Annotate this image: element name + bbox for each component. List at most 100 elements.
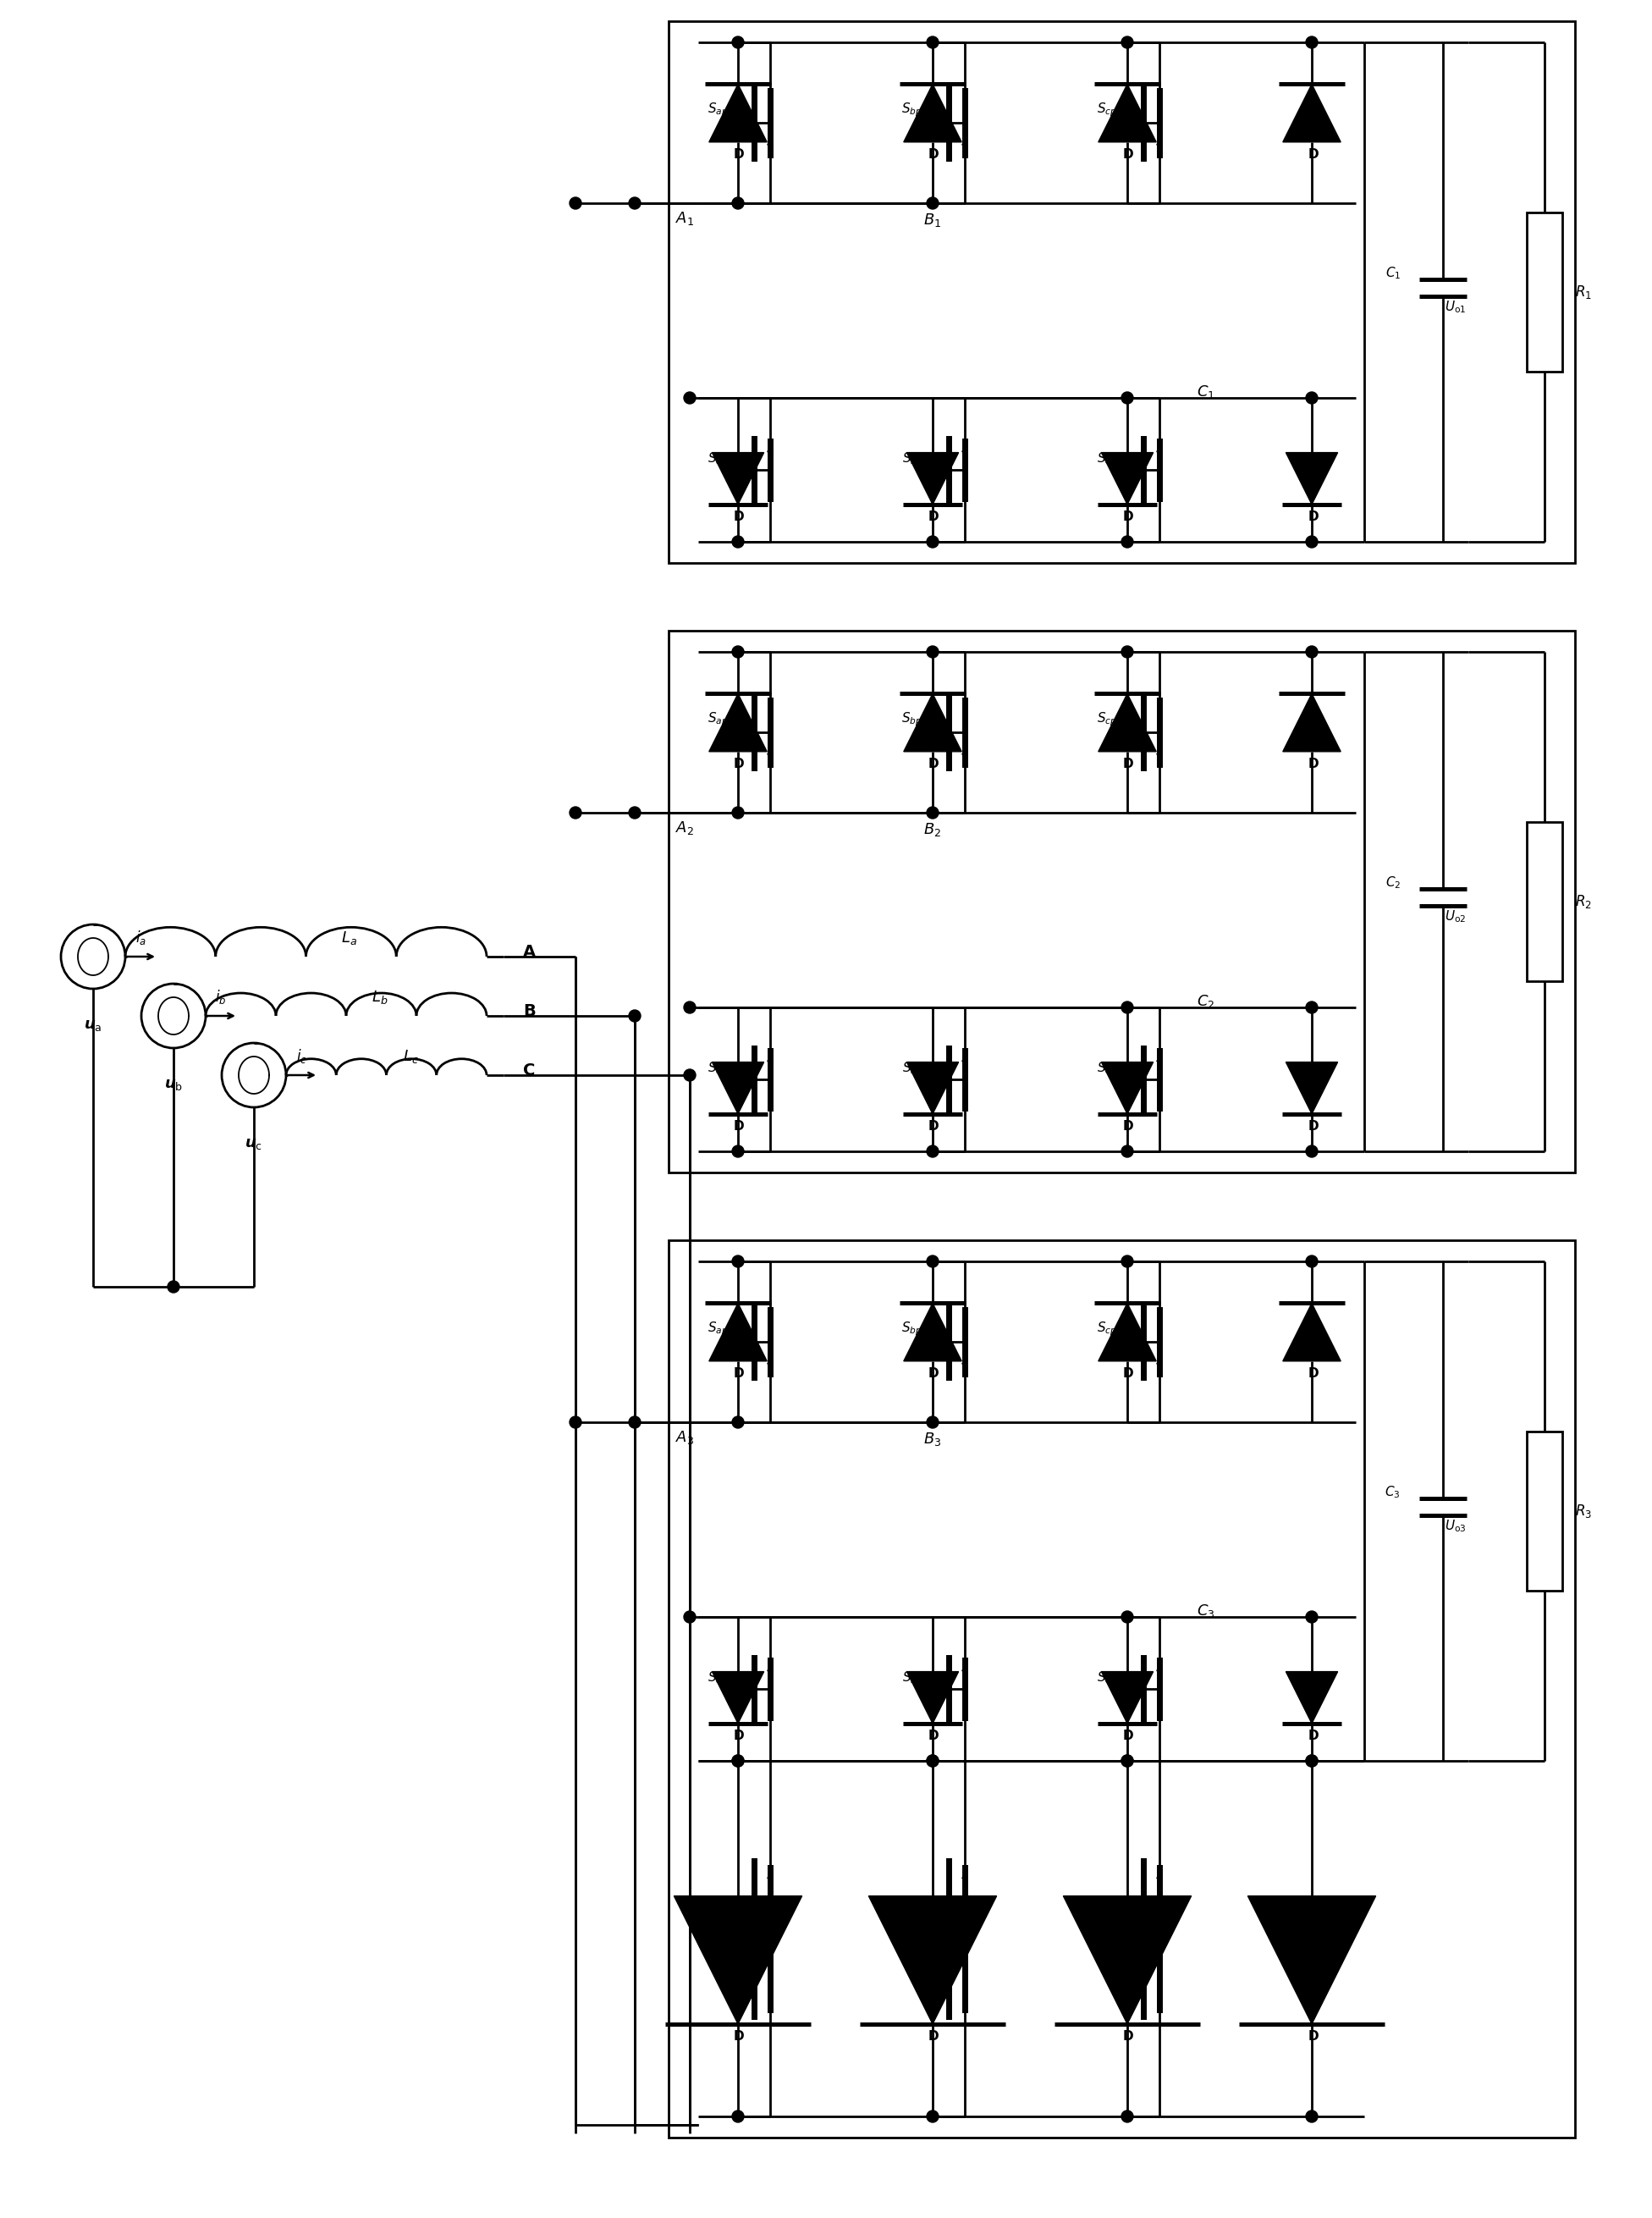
Text: $S_{cn}$: $S_{cn}$ bbox=[1097, 450, 1117, 466]
Circle shape bbox=[732, 2112, 743, 2123]
Text: $S_{bp}$: $S_{bp}$ bbox=[902, 102, 922, 118]
Text: $S_{an}$: $S_{an}$ bbox=[707, 1903, 729, 1919]
Bar bbox=[1526, 821, 1563, 983]
Text: $S_{bp}$: $S_{bp}$ bbox=[902, 1320, 922, 1337]
Polygon shape bbox=[709, 84, 767, 142]
Circle shape bbox=[1305, 1144, 1318, 1158]
Text: $B_2$: $B_2$ bbox=[923, 821, 942, 838]
Circle shape bbox=[1122, 1144, 1133, 1158]
Polygon shape bbox=[904, 84, 961, 142]
Text: $L_c$: $L_c$ bbox=[403, 1049, 418, 1065]
Circle shape bbox=[927, 35, 938, 49]
Text: $B_3$: $B_3$ bbox=[923, 1431, 942, 1448]
Text: $C_3$: $C_3$ bbox=[1384, 1484, 1401, 1499]
Bar bbox=[1526, 213, 1563, 373]
Circle shape bbox=[570, 1417, 582, 1428]
Polygon shape bbox=[712, 452, 763, 503]
Circle shape bbox=[1305, 1255, 1318, 1266]
Circle shape bbox=[1122, 1003, 1133, 1014]
Circle shape bbox=[1305, 1754, 1318, 1768]
Circle shape bbox=[1122, 537, 1133, 548]
Text: $L_a$: $L_a$ bbox=[342, 929, 357, 947]
Text: D: D bbox=[1308, 149, 1318, 160]
Text: D: D bbox=[1308, 510, 1318, 523]
Text: $R_1$: $R_1$ bbox=[1574, 284, 1593, 299]
Text: $\bfit{u}_{\mathrm{b}}$: $\bfit{u}_{\mathrm{b}}$ bbox=[164, 1076, 183, 1091]
Text: D: D bbox=[733, 149, 743, 160]
Text: $S_{ap}$: $S_{ap}$ bbox=[707, 710, 729, 728]
Circle shape bbox=[1122, 645, 1133, 659]
Polygon shape bbox=[1099, 694, 1156, 752]
Text: $C_3$: $C_3$ bbox=[1198, 1604, 1216, 1619]
Text: D: D bbox=[1308, 2029, 1318, 2043]
Polygon shape bbox=[1285, 1062, 1338, 1113]
Circle shape bbox=[629, 1009, 641, 1022]
Polygon shape bbox=[1102, 1672, 1153, 1723]
Polygon shape bbox=[1102, 1062, 1153, 1113]
Text: D: D bbox=[733, 510, 743, 523]
Text: D: D bbox=[1123, 1366, 1133, 1380]
Circle shape bbox=[732, 537, 743, 548]
Text: $A_2$: $A_2$ bbox=[676, 818, 694, 836]
Text: $S_{ap}$: $S_{ap}$ bbox=[707, 1320, 729, 1337]
Text: $L_b$: $L_b$ bbox=[372, 989, 388, 1005]
Text: D: D bbox=[733, 759, 743, 770]
Text: $i_b$: $i_b$ bbox=[215, 989, 226, 1007]
Bar bbox=[1526, 1431, 1563, 1590]
Polygon shape bbox=[709, 694, 767, 752]
Text: $U_{\mathrm{o3}}$: $U_{\mathrm{o3}}$ bbox=[1444, 1519, 1467, 1535]
Text: C: C bbox=[524, 1062, 535, 1078]
Polygon shape bbox=[1064, 1896, 1191, 2025]
Circle shape bbox=[732, 1255, 743, 1266]
Text: $\bfit{u}_{\mathrm{c}}$: $\bfit{u}_{\mathrm{c}}$ bbox=[244, 1136, 263, 1151]
Polygon shape bbox=[709, 1304, 767, 1362]
Circle shape bbox=[1122, 1754, 1133, 1768]
Polygon shape bbox=[907, 1062, 958, 1113]
Text: $A_1$: $A_1$ bbox=[676, 211, 694, 226]
Circle shape bbox=[732, 1417, 743, 1428]
Text: B: B bbox=[524, 1003, 535, 1018]
Circle shape bbox=[1122, 1255, 1133, 1266]
Text: D: D bbox=[928, 1366, 938, 1380]
Circle shape bbox=[927, 2112, 938, 2123]
Circle shape bbox=[1122, 35, 1133, 49]
Circle shape bbox=[927, 1255, 938, 1266]
Text: $S_{an}$: $S_{an}$ bbox=[707, 1060, 729, 1076]
Polygon shape bbox=[674, 1896, 801, 2025]
Circle shape bbox=[684, 1069, 695, 1080]
Text: D: D bbox=[1308, 1120, 1318, 1133]
Text: $U_{\mathrm{o1}}$: $U_{\mathrm{o1}}$ bbox=[1444, 299, 1467, 315]
Text: $S_{bn}$: $S_{bn}$ bbox=[902, 1903, 922, 1919]
Text: D: D bbox=[733, 2029, 743, 2043]
Circle shape bbox=[927, 537, 938, 548]
Circle shape bbox=[1305, 35, 1318, 49]
Polygon shape bbox=[1285, 1672, 1338, 1723]
Circle shape bbox=[732, 35, 743, 49]
Text: $S_{cn}$: $S_{cn}$ bbox=[1097, 1670, 1117, 1686]
Circle shape bbox=[570, 197, 582, 208]
Text: $S_{an}$: $S_{an}$ bbox=[707, 450, 729, 466]
Text: D: D bbox=[928, 149, 938, 160]
Text: D: D bbox=[1308, 1366, 1318, 1380]
Text: $i_a$: $i_a$ bbox=[135, 929, 145, 947]
Text: $S_{bn}$: $S_{bn}$ bbox=[902, 450, 922, 466]
Polygon shape bbox=[1247, 1896, 1376, 2025]
Circle shape bbox=[1305, 2112, 1318, 2123]
Text: $R_2$: $R_2$ bbox=[1574, 894, 1593, 909]
Polygon shape bbox=[1099, 1304, 1156, 1362]
Circle shape bbox=[927, 645, 938, 659]
Text: $A_3$: $A_3$ bbox=[676, 1428, 694, 1446]
Text: D: D bbox=[1123, 1730, 1133, 1741]
Circle shape bbox=[629, 807, 641, 818]
Text: $S_{cp}$: $S_{cp}$ bbox=[1097, 1320, 1117, 1337]
Text: $S_{an}$: $S_{an}$ bbox=[707, 1670, 729, 1686]
Text: D: D bbox=[928, 1120, 938, 1133]
Circle shape bbox=[1305, 537, 1318, 548]
Circle shape bbox=[1305, 645, 1318, 659]
Text: A: A bbox=[524, 943, 535, 960]
Text: $C_1$: $C_1$ bbox=[1198, 384, 1216, 401]
Circle shape bbox=[629, 1417, 641, 1428]
Text: D: D bbox=[1308, 1730, 1318, 1741]
Circle shape bbox=[732, 1754, 743, 1768]
Text: $S_{cn}$: $S_{cn}$ bbox=[1097, 1060, 1117, 1076]
